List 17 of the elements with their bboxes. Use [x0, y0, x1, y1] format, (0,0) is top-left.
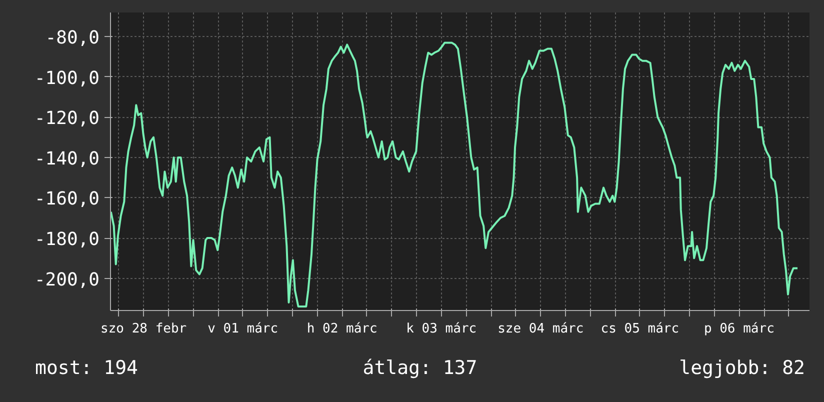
y-tick-label: -200,0 [34, 269, 100, 290]
y-tick-label: -140,0 [34, 148, 100, 170]
x-tick-label: h 02 márc [306, 322, 378, 336]
y-tick-label: -80,0 [45, 28, 100, 49]
text: átlag: 137 [362, 356, 478, 381]
text: legjobb: 82 [679, 356, 805, 381]
y-tick-label: -120,0 [34, 108, 100, 130]
x-tick-label: k 03 márc [406, 322, 477, 336]
x-tick-label: cs 05 márc [600, 322, 680, 336]
x-tick-label: szo 28 febr [100, 322, 187, 336]
x-tick-label: sze 04 márc [498, 322, 584, 336]
x-tick-label: p 06 márc [704, 322, 774, 336]
y-tick-label: -180,0 [34, 229, 100, 250]
y-tick-label: -160,0 [34, 188, 100, 210]
y-tick-label: -100,0 [34, 68, 100, 89]
text: most: 194 [35, 356, 138, 381]
x-tick-label: v 01 márc [208, 322, 278, 336]
